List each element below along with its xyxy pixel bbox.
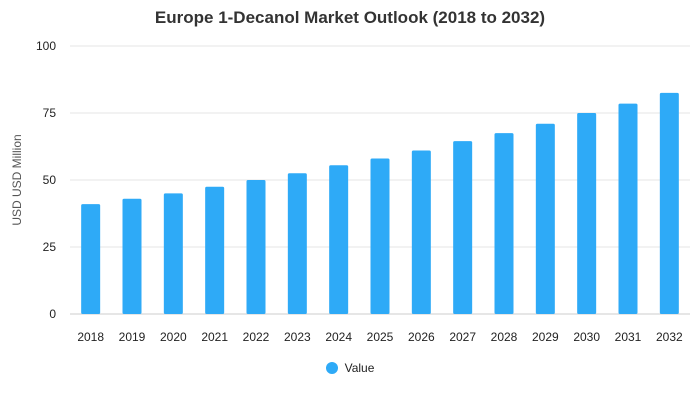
- x-tick-label: 2025: [367, 330, 394, 344]
- x-tick-label: 2029: [532, 330, 559, 344]
- bar: [163, 193, 183, 314]
- x-tick-label: 2027: [449, 330, 476, 344]
- bar: [287, 173, 307, 314]
- legend-label: Value: [344, 361, 375, 375]
- bar: [81, 204, 101, 314]
- bar: [205, 186, 225, 314]
- x-tick-label: 2028: [491, 330, 518, 344]
- bar: [370, 158, 390, 314]
- bar: [246, 180, 266, 314]
- legend-swatch: [325, 362, 338, 374]
- bar: [577, 113, 597, 314]
- y-tick-label: 25: [43, 240, 57, 254]
- legend: Value: [0, 361, 700, 375]
- y-tick-label: 50: [43, 173, 57, 187]
- y-axis-title: USD USD Million: [10, 134, 24, 225]
- x-tick-label: 2021: [201, 330, 228, 344]
- x-tick-label: 2031: [615, 330, 642, 344]
- x-tick-label: 2019: [119, 330, 146, 344]
- bar: [411, 150, 431, 314]
- x-tick-label: 2030: [573, 330, 600, 344]
- x-tick-label: 2023: [284, 330, 311, 344]
- bar: [535, 123, 555, 314]
- chart-title: Europe 1-Decanol Market Outlook (2018 to…: [154, 8, 546, 27]
- x-tick-label: 2024: [325, 330, 352, 344]
- x-tick-label: 2022: [243, 330, 270, 344]
- x-tick-label: 2020: [160, 330, 187, 344]
- bar: [329, 165, 349, 314]
- y-tick-label: 100: [36, 39, 56, 53]
- y-tick-label: 0: [49, 307, 56, 321]
- x-tick-label: 2032: [656, 330, 683, 344]
- bar: [122, 198, 142, 314]
- y-tick-label: 75: [43, 106, 57, 120]
- bar: [453, 141, 473, 314]
- bar: [494, 133, 514, 314]
- bar: [659, 92, 679, 315]
- bar: [618, 103, 638, 315]
- x-tick-label: 2018: [77, 330, 104, 344]
- x-tick-label: 2026: [408, 330, 435, 344]
